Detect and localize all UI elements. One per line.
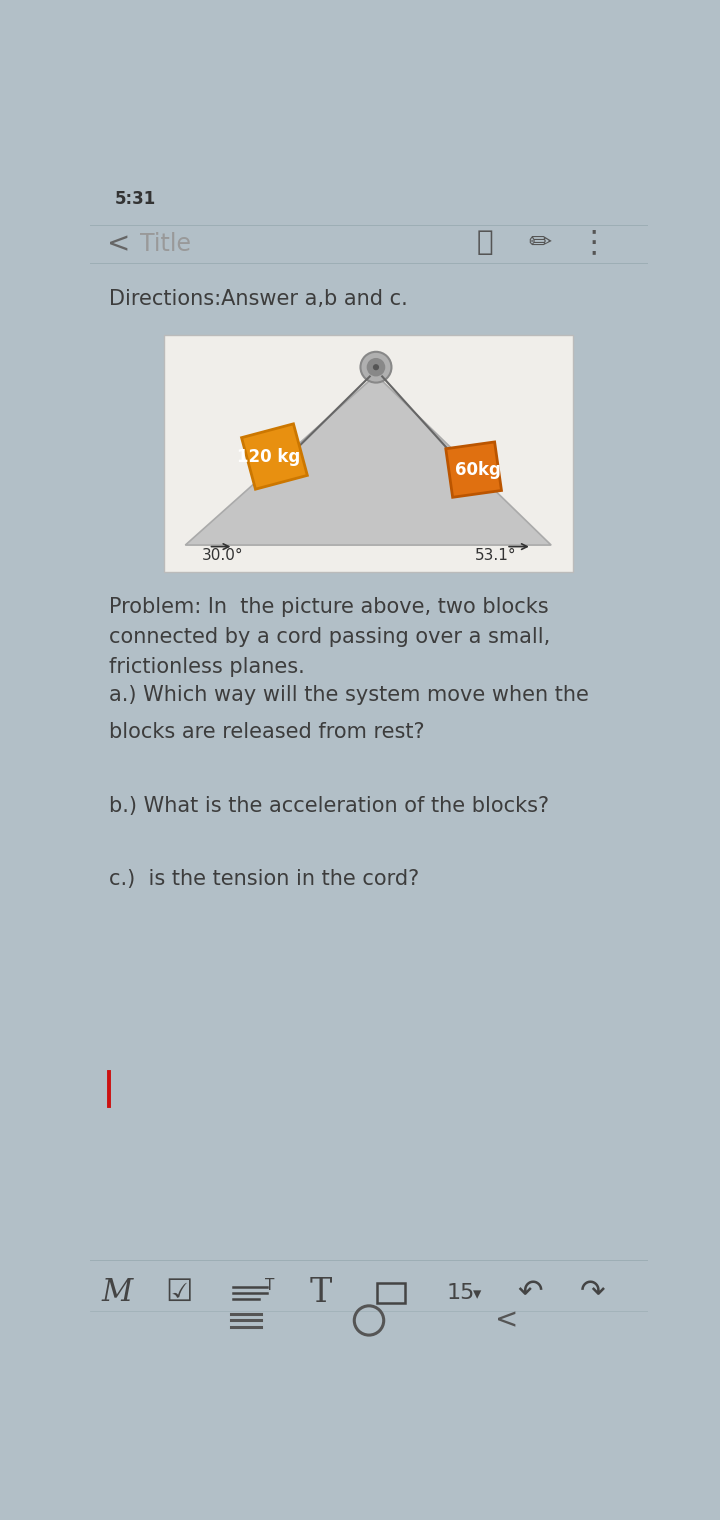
Polygon shape bbox=[185, 375, 551, 546]
Text: T: T bbox=[265, 1277, 274, 1292]
Text: ↷: ↷ bbox=[580, 1278, 605, 1307]
Text: 15: 15 bbox=[446, 1283, 474, 1303]
Text: <: < bbox=[495, 1307, 518, 1335]
Text: <: < bbox=[107, 230, 130, 258]
Circle shape bbox=[361, 351, 392, 383]
Text: ⧉: ⧉ bbox=[477, 228, 494, 257]
Text: 120 kg: 120 kg bbox=[237, 447, 300, 465]
Text: 53.1°: 53.1° bbox=[474, 549, 516, 564]
Bar bbox=[377, 1283, 405, 1303]
Text: ✏: ✏ bbox=[528, 228, 551, 257]
Text: Directions:Answer a,b and c.: Directions:Answer a,b and c. bbox=[109, 289, 408, 309]
Text: ▾: ▾ bbox=[473, 1286, 482, 1303]
Text: 30.0°: 30.0° bbox=[202, 549, 243, 564]
Text: ⋮: ⋮ bbox=[578, 228, 609, 257]
Text: T: T bbox=[310, 1277, 332, 1309]
Polygon shape bbox=[446, 442, 501, 497]
Text: Problem: In  the picture above, two blocks
connected by a cord passing over a sm: Problem: In the picture above, two block… bbox=[109, 597, 550, 678]
Text: 60kg: 60kg bbox=[454, 461, 500, 479]
Text: ☑: ☑ bbox=[166, 1278, 193, 1307]
Bar bbox=[163, 334, 573, 572]
Text: 5:31: 5:31 bbox=[114, 190, 156, 208]
Circle shape bbox=[366, 359, 385, 377]
Circle shape bbox=[373, 365, 379, 371]
Polygon shape bbox=[242, 424, 307, 489]
Text: a.) Which way will the system move when the
blocks are released from rest?

b.) : a.) Which way will the system move when … bbox=[109, 686, 588, 889]
Text: M: M bbox=[102, 1277, 132, 1309]
Text: ↶: ↶ bbox=[518, 1278, 543, 1307]
Text: Title: Title bbox=[140, 233, 192, 255]
